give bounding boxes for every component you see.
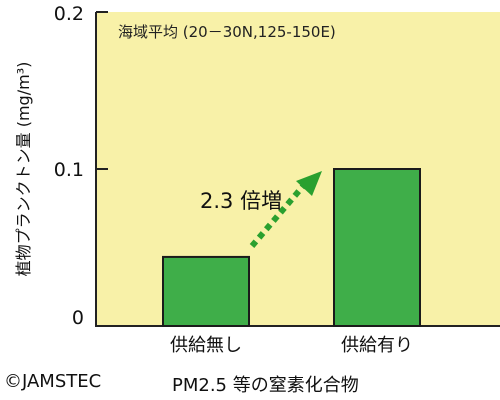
credit: ©JAMSTEC — [4, 371, 102, 392]
y-tick-label: 0.1 — [54, 159, 84, 181]
increase-label: 2.3 倍増 — [200, 189, 282, 213]
plot-area — [96, 12, 500, 326]
y-tick-label: 0.2 — [54, 3, 84, 25]
y-tick-label: 0 — [72, 307, 84, 329]
x-category-label: 供給有り — [341, 335, 413, 356]
bar — [162, 255, 250, 328]
bar — [333, 168, 421, 327]
y-axis-label: 植物プランクトン量 (mg/m³) — [14, 62, 33, 277]
x-axis-title: PM2.5 等の窒素化合物 — [172, 375, 359, 396]
increase-arrow-head — [296, 171, 322, 196]
region-annotation: 海域平均 (20－30N,125-150E) — [118, 23, 336, 41]
x-category-label: 供給無し — [170, 335, 242, 356]
increase-arrow-shaft — [249, 183, 307, 248]
